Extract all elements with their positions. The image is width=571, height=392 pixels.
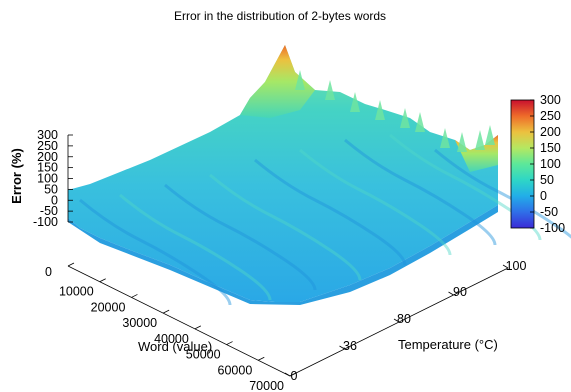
colorbar-tick-label: 0: [540, 189, 547, 203]
x-tick-mark: [67, 262, 75, 267]
z-axis-label: Error (%): [9, 148, 24, 204]
y-tick-mark: [339, 345, 345, 350]
surface-spike: [475, 130, 485, 150]
x-tick-label: 10000: [59, 285, 94, 299]
colorbar-tick-label: -50: [540, 205, 558, 219]
colorbar-tick-label: 250: [540, 109, 561, 123]
y-tick-label: 90: [453, 285, 467, 299]
colorbar: 300 250 200 150 100 50 0 -50 -100: [510, 93, 565, 235]
surface-spike: [485, 125, 495, 145]
y-tick-label: 100: [506, 259, 527, 273]
x-axis-label: Word (value): [138, 339, 212, 354]
z-tick-label: 0: [51, 193, 58, 207]
surface-spike: [295, 70, 305, 90]
surface-ridge: [209, 173, 362, 281]
x-tick-label: 20000: [91, 300, 126, 314]
colorbar-tick-label: 300: [540, 93, 561, 107]
z-tick-label: 300: [37, 128, 58, 142]
x-tick-mark: [289, 372, 297, 377]
y-tick-mark: [448, 291, 454, 296]
colorbar-tick-label: 150: [540, 141, 561, 155]
x-tick-mark: [226, 341, 233, 345]
surface-spike: [440, 128, 450, 148]
x-tick-label: 60000: [218, 363, 253, 377]
y-tick-label: 36: [343, 339, 357, 353]
y-tick-mark: [284, 372, 291, 377]
x-tick-mark: [258, 356, 265, 361]
x-axis-line: [67, 265, 291, 377]
y-tick-label: 80: [397, 312, 411, 326]
surface-peak: [240, 45, 315, 118]
z-tick-label: 100: [37, 172, 58, 186]
x-tick-label: 40000: [154, 332, 189, 346]
y-tick-label: 0: [291, 369, 298, 383]
colorbar-tick-label: 100: [540, 157, 561, 171]
surface-ridge: [344, 138, 497, 246]
error-surface: [68, 45, 571, 306]
surface-ridge: [119, 193, 272, 301]
surface-spike: [375, 100, 385, 120]
z-tick-label: 50: [44, 182, 58, 196]
x-tick-label: 50000: [186, 348, 221, 362]
surface-spike: [457, 132, 467, 152]
z-tick-label: -50: [40, 204, 58, 218]
z-tick-label: 250: [37, 139, 58, 153]
surface-body: [68, 45, 498, 302]
y-axis-label: Temperature (°C): [398, 337, 498, 352]
x-tick-label: 70000: [249, 379, 284, 392]
x-tick-mark: [194, 325, 202, 330]
y-axis-ticks: 0 36 80 90 100: [284, 259, 527, 383]
z-tick-label: -100: [33, 215, 58, 229]
surface-ridge: [254, 158, 407, 266]
surface-spike: [415, 112, 425, 132]
surface-spike: [350, 92, 360, 112]
x-tick-label: 0: [45, 265, 52, 279]
surface-spike: [400, 108, 410, 128]
y-tick-mark: [393, 318, 400, 323]
z-tick-label: 200: [37, 150, 58, 164]
surface-ridge: [299, 148, 452, 256]
colorbar-tick-label: -100: [540, 221, 565, 235]
x-tick-mark: [162, 309, 170, 314]
surface-spike: [325, 80, 335, 100]
x-tick-mark: [99, 278, 106, 283]
z-tick-label: 150: [37, 161, 58, 175]
surface-ridge: [164, 183, 317, 291]
x-tick-label: 30000: [122, 316, 157, 330]
surface-ridge: [79, 198, 232, 306]
chart-title: Error in the distribution of 2-bytes wor…: [174, 9, 386, 23]
colorbar-tick-label: 200: [540, 125, 561, 139]
y-tick-mark: [502, 264, 509, 269]
x-tick-mark: [131, 294, 138, 298]
colorbar-tick-label: 50: [540, 173, 554, 187]
